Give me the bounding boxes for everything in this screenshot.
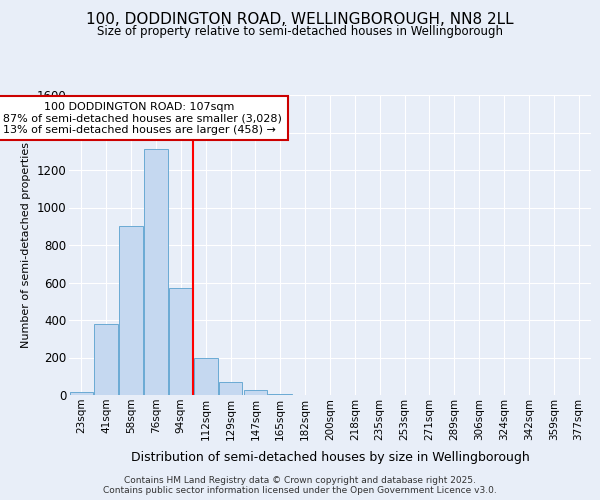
- Bar: [219, 382, 242, 395]
- X-axis label: Distribution of semi-detached houses by size in Wellingborough: Distribution of semi-detached houses by …: [131, 451, 529, 464]
- Text: Contains HM Land Registry data © Crown copyright and database right 2025.: Contains HM Land Registry data © Crown c…: [124, 476, 476, 485]
- Y-axis label: Number of semi-detached properties: Number of semi-detached properties: [21, 142, 31, 348]
- Bar: [144, 150, 168, 395]
- Bar: [119, 226, 143, 395]
- Bar: [94, 324, 118, 395]
- Text: Size of property relative to semi-detached houses in Wellingborough: Size of property relative to semi-detach…: [97, 25, 503, 38]
- Text: Contains public sector information licensed under the Open Government Licence v3: Contains public sector information licen…: [103, 486, 497, 495]
- Bar: [169, 288, 193, 395]
- Bar: [268, 394, 292, 395]
- Bar: [194, 358, 218, 395]
- Text: 100 DODDINGTON ROAD: 107sqm
← 87% of semi-detached houses are smaller (3,028)
  : 100 DODDINGTON ROAD: 107sqm ← 87% of sem…: [0, 102, 282, 135]
- Bar: [244, 390, 267, 395]
- Bar: [70, 392, 93, 395]
- Text: 100, DODDINGTON ROAD, WELLINGBOROUGH, NN8 2LL: 100, DODDINGTON ROAD, WELLINGBOROUGH, NN…: [86, 12, 514, 28]
